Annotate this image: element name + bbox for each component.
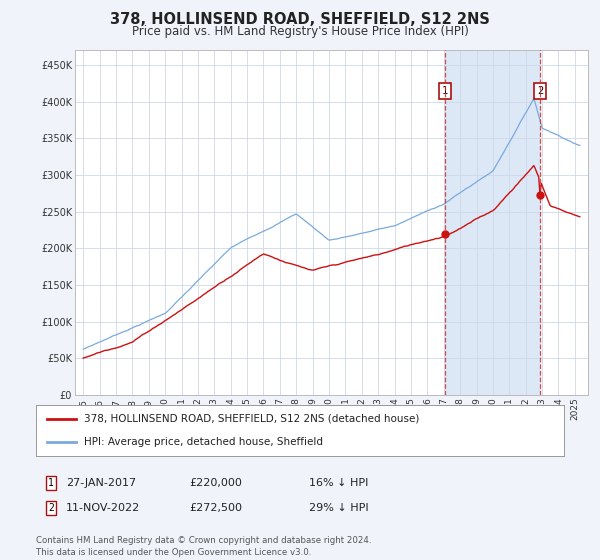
Text: £272,500: £272,500 [189, 503, 242, 513]
Text: 378, HOLLINSEND ROAD, SHEFFIELD, S12 2NS (detached house): 378, HOLLINSEND ROAD, SHEFFIELD, S12 2NS… [83, 414, 419, 424]
Text: £220,000: £220,000 [189, 478, 242, 488]
Text: 29% ↓ HPI: 29% ↓ HPI [309, 503, 368, 513]
Bar [445, 50, 540, 395]
Text: HPI: Average price, detached house, Sheffield: HPI: Average price, detached house, Shef… [83, 437, 323, 447]
Text: 1: 1 [48, 478, 54, 488]
Text: Price paid vs. HM Land Registry's House Price Index (HPI): Price paid vs. HM Land Registry's House … [131, 25, 469, 38]
Text: 11-NOV-2022: 11-NOV-2022 [66, 503, 140, 513]
Text: 378, HOLLINSEND ROAD, SHEFFIELD, S12 2NS: 378, HOLLINSEND ROAD, SHEFFIELD, S12 2NS [110, 12, 490, 27]
Text: 1: 1 [442, 86, 448, 96]
Text: 2: 2 [537, 86, 543, 96]
Text: 2: 2 [48, 503, 54, 513]
Text: 27-JAN-2017: 27-JAN-2017 [66, 478, 136, 488]
Text: Contains HM Land Registry data © Crown copyright and database right 2024.
This d: Contains HM Land Registry data © Crown c… [36, 536, 371, 557]
Text: 16% ↓ HPI: 16% ↓ HPI [309, 478, 368, 488]
